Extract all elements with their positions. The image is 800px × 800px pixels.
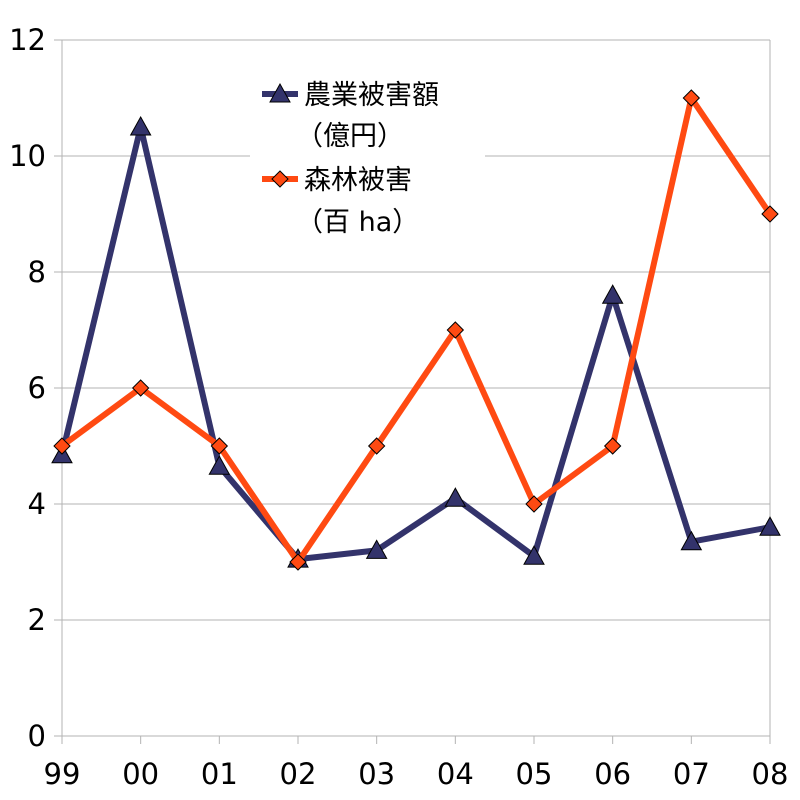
data-point-forest-05: [525, 495, 543, 513]
data-point-forest-04: [446, 321, 465, 339]
data-point-forest-03: [367, 437, 386, 455]
legend-unit-agriculture: （億円）: [296, 121, 404, 152]
legend-marker-forest: [271, 170, 289, 188]
legend-label-agriculture: 農業被害額: [304, 80, 439, 111]
data-point-forest-01: [210, 437, 229, 455]
y-tick-label-2: 2: [28, 603, 46, 637]
data-point-agriculture-08: [759, 516, 781, 536]
series-line-forest: [60, 95, 773, 565]
legend-marker-agriculture: [269, 82, 291, 103]
x-tick-label-06: 06: [594, 757, 631, 791]
data-point-forest-02: [289, 553, 307, 571]
data-point-agriculture-03: [365, 539, 388, 559]
y-tick-label-6: 6: [28, 371, 46, 405]
data-point-agriculture-05: [523, 545, 545, 565]
series-group: [51, 89, 781, 571]
data-point-agriculture-04: [444, 487, 467, 507]
x-tick-label-99: 99: [44, 757, 81, 791]
data-point-agriculture-01: [208, 455, 231, 475]
data-point-forest-08: [761, 205, 779, 223]
x-tick-label-05: 05: [516, 757, 553, 791]
data-point-forest-00: [131, 379, 150, 397]
x-tick-label-08: 08: [752, 757, 789, 791]
legend-unit-forest: （百 ha）: [296, 207, 419, 238]
x-tick-label-02: 02: [280, 757, 317, 791]
series-line-agriculture: [59, 124, 771, 563]
x-tick-label-00: 00: [122, 757, 159, 791]
x-tick-label-01: 01: [201, 757, 238, 791]
y-tick-label-10: 10: [9, 139, 46, 173]
y-tick-label-4: 4: [28, 487, 46, 521]
y-tick-label-0: 0: [28, 719, 46, 753]
y-tick-label-8: 8: [28, 255, 46, 289]
y-axis-ticks: 0 2 4 6 8 10 12: [9, 23, 62, 753]
data-point-forest-99: [53, 437, 71, 455]
legend-label-forest: 森林被害: [304, 165, 412, 196]
x-tick-label-04: 04: [437, 757, 474, 791]
data-point-agriculture-07: [680, 530, 703, 551]
data-point-agriculture-00: [129, 115, 152, 136]
legend: 農業被害額 （億円） 森林被害 （百 ha）: [250, 72, 485, 252]
legend-item-forest: 森林被害 （百 ha）: [262, 165, 419, 238]
x-axis-ticks: 99 00 01 02 03 04 05 06 07 08: [44, 736, 789, 791]
series-forest: [53, 89, 779, 571]
x-tick-label-03: 03: [358, 757, 395, 791]
x-tick-label-07: 07: [673, 757, 710, 791]
data-point-forest-07: [682, 89, 701, 107]
legend-item-agriculture: 農業被害額 （億円）: [262, 80, 439, 152]
data-point-agriculture-06: [601, 284, 624, 304]
y-tick-label-12: 12: [9, 23, 46, 57]
data-point-forest-06: [603, 437, 622, 455]
